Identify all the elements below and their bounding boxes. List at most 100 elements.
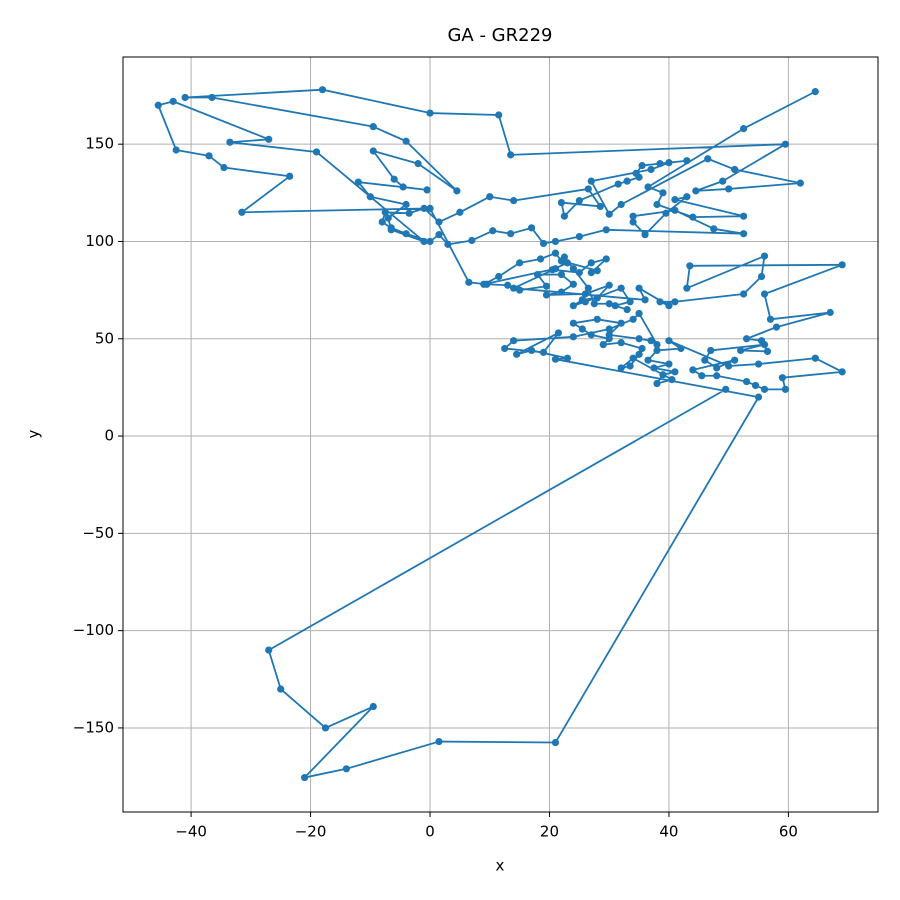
city-point [557, 257, 566, 265]
city-point [587, 259, 595, 267]
city-point [599, 341, 607, 349]
city-point [766, 315, 775, 323]
city-point [172, 146, 180, 154]
city-point [635, 350, 643, 358]
city-point [399, 183, 407, 191]
x-tick-label: 40 [659, 823, 678, 841]
city-point [704, 155, 712, 163]
city-point [629, 354, 637, 362]
city-point [366, 193, 374, 201]
city-point [569, 280, 577, 288]
city-point [321, 724, 330, 732]
city-point [510, 284, 518, 292]
city-point [557, 288, 566, 296]
y-tick-label: 50 [95, 329, 114, 347]
city-point [623, 305, 631, 314]
city-point [516, 259, 524, 267]
city-point [369, 147, 377, 155]
city-point [644, 356, 652, 364]
city-point [226, 138, 234, 146]
city-point [811, 88, 819, 96]
city-point [754, 393, 763, 401]
city-point [220, 163, 228, 172]
city-point [208, 93, 216, 102]
city-point [584, 284, 592, 292]
city-point [713, 372, 721, 380]
city-point [638, 344, 646, 353]
city-point [707, 346, 715, 355]
city-point [587, 177, 595, 185]
city-point [760, 290, 769, 298]
city-point [593, 267, 601, 275]
city-point [665, 337, 673, 345]
city-point [318, 86, 327, 94]
city-point [587, 269, 595, 277]
city-point [740, 290, 748, 298]
x-tick-label: 20 [540, 823, 559, 841]
city-point [342, 765, 350, 773]
city-point [811, 354, 819, 362]
city-point [507, 151, 515, 159]
city-point [650, 364, 658, 372]
city-point [154, 101, 162, 109]
city-point [665, 360, 673, 368]
city-point [414, 160, 422, 168]
x-tick-label: −20 [295, 823, 327, 841]
city-point [731, 356, 739, 364]
city-point [581, 298, 589, 306]
city-point [617, 284, 625, 292]
city-point [778, 374, 787, 382]
city-point [751, 381, 760, 390]
city-point [647, 165, 655, 174]
city-point [205, 152, 213, 160]
city-point [629, 212, 637, 220]
city-point [626, 298, 634, 306]
city-point [405, 209, 413, 217]
city-point [742, 377, 751, 386]
y-tick-label: −150 [73, 718, 114, 736]
city-point [629, 218, 637, 226]
city-point [426, 204, 434, 212]
city-point [617, 364, 625, 372]
city-point [757, 272, 766, 281]
city-point [489, 227, 497, 235]
city-point [402, 230, 410, 238]
city-point [495, 111, 503, 119]
city-point [671, 368, 679, 376]
city-point [635, 309, 643, 318]
city-point [563, 354, 571, 362]
city-point [653, 200, 661, 209]
city-point [713, 364, 721, 372]
city-point [312, 148, 321, 156]
city-point [602, 255, 610, 263]
city-point [169, 97, 177, 105]
city-point [683, 157, 691, 165]
city-point [617, 319, 625, 327]
city-point [605, 331, 613, 339]
city-point [838, 368, 846, 376]
city-point [731, 165, 739, 174]
city-point [238, 208, 246, 216]
city-point [265, 646, 273, 654]
city-point [384, 214, 392, 222]
city-point [542, 291, 551, 299]
city-point [569, 333, 577, 341]
city-point [632, 169, 640, 177]
city-point [480, 280, 488, 288]
city-point [781, 385, 790, 393]
city-point [644, 183, 652, 191]
city-point [763, 347, 772, 356]
city-point [181, 93, 189, 102]
x-tick-label: 0 [425, 823, 435, 841]
city-point [420, 204, 428, 212]
city-point [772, 323, 781, 331]
city-point [578, 325, 586, 333]
city-point [581, 290, 589, 298]
city-point [402, 200, 410, 209]
city-point [575, 233, 583, 241]
city-point [435, 231, 443, 239]
city-point [423, 186, 431, 194]
x-tick-label: −40 [175, 823, 207, 841]
